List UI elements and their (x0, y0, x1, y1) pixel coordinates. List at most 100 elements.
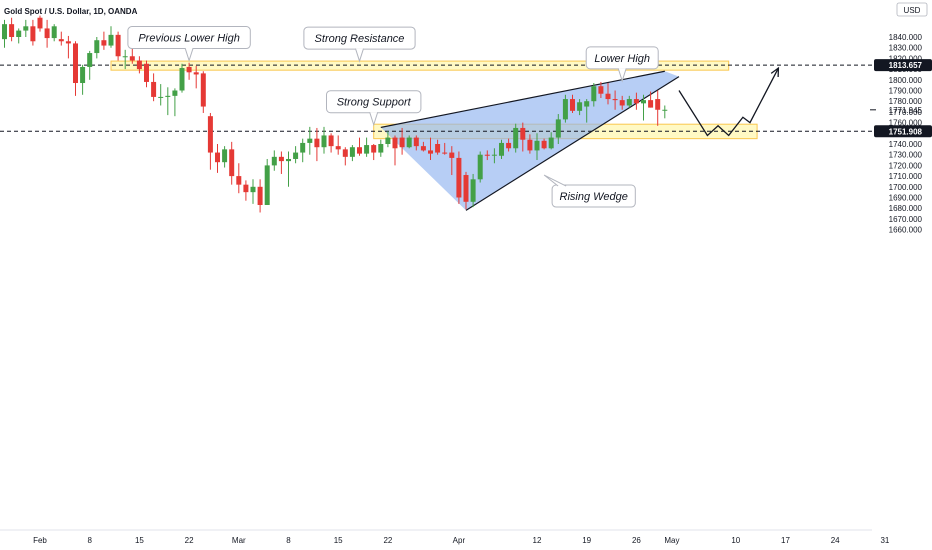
candle[interactable] (335, 135, 341, 155)
candle[interactable] (477, 151, 483, 183)
candle[interactable] (108, 26, 114, 48)
candle[interactable] (129, 47, 135, 64)
candle[interactable] (257, 179, 263, 213)
candle[interactable] (626, 95, 632, 108)
candle[interactable] (463, 171, 469, 210)
candle[interactable] (65, 35, 71, 59)
candle[interactable] (506, 138, 512, 152)
candle[interactable] (215, 144, 220, 173)
candle[interactable] (385, 131, 391, 148)
candle[interactable] (207, 112, 213, 170)
x-axis[interactable]: Feb81522Mar81522Apr121926May10172431Ju (0, 529, 932, 545)
candle[interactable] (484, 150, 490, 161)
candle[interactable] (44, 19, 50, 48)
candle[interactable] (307, 126, 313, 155)
candle[interactable] (172, 88, 178, 117)
candle[interactable] (229, 141, 235, 185)
candle[interactable] (378, 139, 384, 157)
candle[interactable] (413, 135, 419, 151)
candle[interactable] (399, 127, 405, 155)
candle[interactable] (449, 146, 455, 176)
candle[interactable] (158, 84, 164, 106)
candle[interactable] (87, 50, 93, 80)
candle[interactable] (58, 31, 64, 46)
candle[interactable] (23, 19, 29, 37)
candle[interactable] (641, 94, 646, 121)
candle[interactable] (392, 135, 398, 166)
candle[interactable] (357, 137, 362, 156)
candle[interactable] (286, 151, 291, 187)
candles-layer[interactable] (2, 15, 668, 213)
candle-body (122, 56, 128, 58)
candle[interactable] (577, 99, 583, 116)
candle[interactable] (278, 151, 284, 174)
candle[interactable] (591, 83, 597, 107)
candle[interactable] (342, 147, 348, 166)
candle[interactable] (633, 92, 639, 110)
candle[interactable] (435, 139, 441, 155)
candle[interactable] (499, 139, 504, 159)
candle[interactable] (243, 180, 249, 201)
candle[interactable] (598, 81, 604, 98)
candle[interactable] (101, 31, 107, 50)
candle[interactable] (9, 17, 15, 42)
candle[interactable] (406, 135, 412, 149)
candle[interactable] (349, 145, 355, 162)
candle[interactable] (16, 28, 22, 44)
candle[interactable] (470, 173, 476, 208)
candle[interactable] (314, 127, 320, 162)
candle[interactable] (364, 137, 370, 157)
candle[interactable] (555, 114, 561, 144)
candle[interactable] (271, 150, 277, 171)
candle[interactable] (371, 144, 377, 161)
candle[interactable] (264, 158, 270, 205)
candle[interactable] (548, 132, 554, 150)
candle[interactable] (619, 95, 625, 110)
candle[interactable] (193, 65, 199, 89)
candle[interactable] (605, 83, 611, 105)
candle[interactable] (179, 63, 185, 93)
candle[interactable] (2, 19, 7, 48)
candle[interactable] (300, 138, 306, 163)
candle[interactable] (73, 41, 78, 96)
candle[interactable] (534, 133, 540, 161)
candle[interactable] (655, 90, 661, 126)
candle[interactable] (136, 56, 142, 74)
candle[interactable] (570, 94, 575, 113)
candle[interactable] (30, 19, 36, 46)
candle[interactable] (321, 126, 327, 154)
candle[interactable] (491, 148, 497, 164)
candle[interactable] (115, 31, 121, 61)
candle[interactable] (527, 134, 533, 154)
candle[interactable] (513, 123, 519, 153)
candle[interactable] (37, 15, 43, 32)
candle[interactable] (648, 91, 654, 108)
candle[interactable] (456, 151, 462, 204)
candle[interactable] (562, 94, 568, 123)
candle[interactable] (122, 49, 128, 70)
candle[interactable] (541, 138, 547, 150)
candle[interactable] (186, 62, 192, 80)
candle[interactable] (200, 71, 206, 113)
candle[interactable] (520, 122, 526, 152)
candle[interactable] (662, 105, 668, 119)
candle[interactable] (250, 179, 256, 204)
candle[interactable] (222, 146, 228, 168)
candle[interactable] (151, 73, 157, 102)
candle[interactable] (94, 37, 100, 59)
candle[interactable] (420, 141, 426, 152)
candle[interactable] (51, 24, 57, 42)
candle[interactable] (442, 142, 448, 155)
candle[interactable] (612, 90, 618, 110)
candle[interactable] (584, 99, 590, 123)
candle[interactable] (144, 60, 149, 88)
candle[interactable] (165, 87, 171, 116)
candle[interactable] (80, 64, 86, 95)
candle[interactable] (236, 163, 242, 194)
candle[interactable] (428, 137, 433, 161)
currency-badge[interactable]: USD (896, 2, 928, 17)
candle[interactable] (293, 146, 299, 164)
candle[interactable] (328, 133, 334, 153)
